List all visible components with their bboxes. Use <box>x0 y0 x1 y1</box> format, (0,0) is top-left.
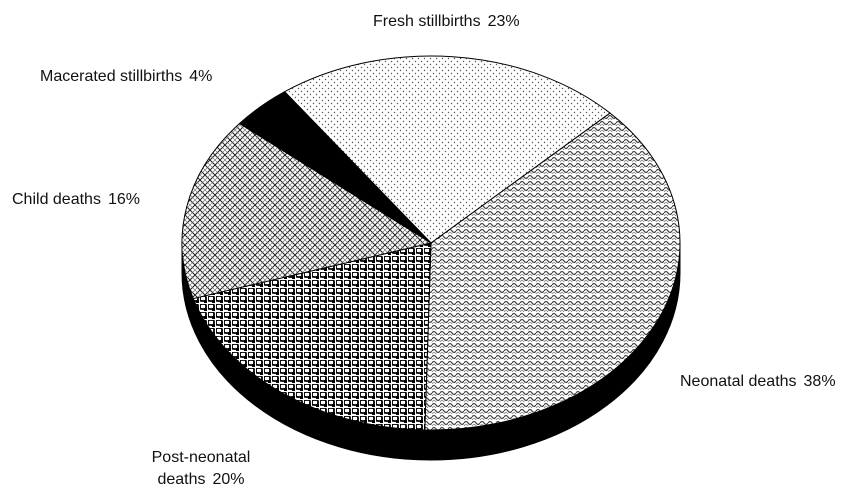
slice-label: Neonatal deaths 38% <box>680 371 836 393</box>
pie-slice <box>283 55 611 244</box>
slice-value-label: 38% <box>803 373 836 390</box>
slice-category: Macerated stillbirths <box>40 68 183 85</box>
pie-slice <box>192 242 432 431</box>
slice-value-label: 4% <box>189 68 213 85</box>
pie-slice <box>424 112 681 431</box>
slice-value-label: 20% <box>212 471 245 488</box>
slice-value-label: 16% <box>107 191 140 208</box>
slice-category: Neonatal deaths <box>680 373 797 390</box>
slice-category: Post-neonatal deaths <box>151 449 251 488</box>
slice-label: Fresh stillbirths 23% <box>373 11 520 33</box>
pie-slice <box>181 122 433 300</box>
slice-label: Post-neonatal deaths 20% <box>136 447 266 488</box>
slice-value-label: 23% <box>487 13 520 30</box>
slice-label: Child deaths 16% <box>12 189 140 211</box>
slice-category: Fresh stillbirths <box>373 13 481 30</box>
pie-slice <box>238 91 432 244</box>
slice-category: Child deaths <box>12 191 101 208</box>
slice-label: Macerated stillbirths 4% <box>40 66 212 88</box>
